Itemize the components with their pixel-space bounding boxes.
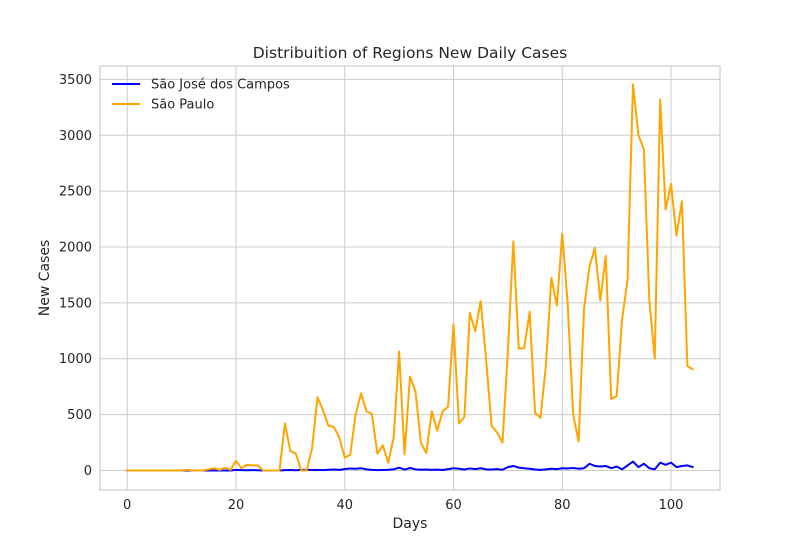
y-tick-labels: 0 500 1000 1500 2000 2500 3000 3500: [59, 73, 92, 479]
y-tick-label: 3000: [59, 129, 92, 144]
y-tick-label: 1000: [59, 352, 92, 367]
x-tick-label: 80: [554, 498, 571, 513]
x-tick-label: 20: [228, 498, 245, 513]
x-tick-labels: 0 20 40 60 80 100: [123, 498, 683, 513]
legend-label: São José dos Campos: [151, 78, 290, 93]
y-tick-label: 2000: [59, 240, 92, 255]
legend: São José dos Campos São Paulo: [112, 78, 290, 113]
x-tick-label: 100: [659, 498, 684, 513]
y-axis-label: New Cases: [37, 240, 53, 317]
grid: [100, 66, 720, 490]
plot-area: [100, 66, 720, 490]
y-tick-label: 3500: [59, 73, 92, 88]
y-tick-label: 2500: [59, 185, 92, 200]
x-axis-label: Days: [393, 516, 428, 532]
series-layer: [126, 83, 694, 472]
y-tick-label: 1500: [59, 296, 92, 311]
chart-title: Distribuition of Regions New Daily Cases: [253, 44, 567, 62]
x-tick-label: 0: [123, 498, 131, 513]
x-tick-label: 40: [336, 498, 353, 513]
x-tick-label: 60: [445, 498, 462, 513]
series-line-sao-jose-dos-campos: [126, 460, 694, 472]
series-line-sao-paulo: [126, 83, 694, 472]
y-tick-label: 0: [84, 464, 92, 479]
legend-label: São Paulo: [151, 98, 214, 113]
plot-frame: [99, 65, 721, 491]
y-tick-label: 500: [67, 408, 92, 423]
